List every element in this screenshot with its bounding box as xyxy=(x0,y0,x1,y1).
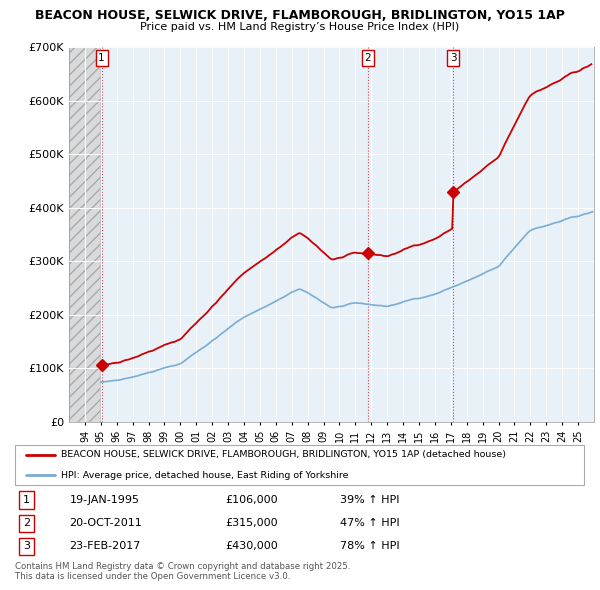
Bar xyxy=(69,47,100,422)
Text: 19-JAN-1995: 19-JAN-1995 xyxy=(70,496,140,505)
Text: 47% ↑ HPI: 47% ↑ HPI xyxy=(340,519,400,529)
Bar xyxy=(69,47,100,422)
Text: £106,000: £106,000 xyxy=(225,496,278,505)
Text: Contains HM Land Registry data © Crown copyright and database right 2025.
This d: Contains HM Land Registry data © Crown c… xyxy=(15,562,350,581)
Text: £315,000: £315,000 xyxy=(225,519,278,529)
Text: 39% ↑ HPI: 39% ↑ HPI xyxy=(340,496,400,505)
Text: 20-OCT-2011: 20-OCT-2011 xyxy=(70,519,142,529)
Text: 78% ↑ HPI: 78% ↑ HPI xyxy=(340,542,400,552)
FancyBboxPatch shape xyxy=(15,445,584,484)
Text: 3: 3 xyxy=(450,53,457,63)
Text: Price paid vs. HM Land Registry’s House Price Index (HPI): Price paid vs. HM Land Registry’s House … xyxy=(140,22,460,32)
Text: £430,000: £430,000 xyxy=(225,542,278,552)
Text: BEACON HOUSE, SELWICK DRIVE, FLAMBOROUGH, BRIDLINGTON, YO15 1AP (detached house): BEACON HOUSE, SELWICK DRIVE, FLAMBOROUGH… xyxy=(61,450,506,460)
Text: 3: 3 xyxy=(23,542,30,552)
Text: 1: 1 xyxy=(98,53,105,63)
Text: 2: 2 xyxy=(23,519,30,529)
Text: HPI: Average price, detached house, East Riding of Yorkshire: HPI: Average price, detached house, East… xyxy=(61,471,349,480)
Text: BEACON HOUSE, SELWICK DRIVE, FLAMBOROUGH, BRIDLINGTON, YO15 1AP: BEACON HOUSE, SELWICK DRIVE, FLAMBOROUGH… xyxy=(35,9,565,22)
Text: 2: 2 xyxy=(365,53,371,63)
Text: 23-FEB-2017: 23-FEB-2017 xyxy=(70,542,141,552)
Text: 1: 1 xyxy=(23,496,30,505)
